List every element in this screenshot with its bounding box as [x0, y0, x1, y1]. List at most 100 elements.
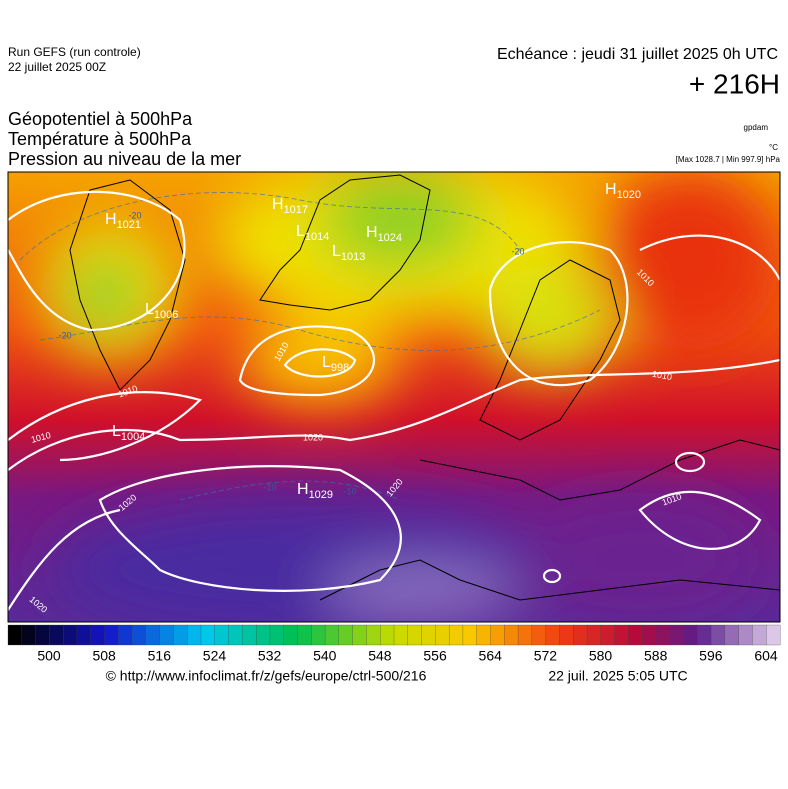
center-value: 1021 — [117, 219, 141, 231]
colorbar-tick-label: 540 — [313, 648, 337, 664]
colorbar-swatch — [62, 624, 78, 646]
isobar-label: 1010 — [651, 369, 672, 382]
colorbar-swatch — [559, 624, 574, 646]
colorbar-swatch — [407, 624, 423, 646]
colorbar-swatch — [21, 624, 37, 646]
colorbar-tick-label: 516 — [148, 648, 172, 664]
center-letter: H — [366, 224, 378, 241]
colorbar-tick-label: 524 — [203, 648, 227, 664]
colorbar-tick-label: 556 — [423, 648, 447, 664]
colorbar-swatch — [242, 624, 257, 646]
center-letter: L — [332, 243, 341, 260]
temperature-label: -20 — [58, 330, 71, 340]
title-pressure: Pression au niveau de la mer — [8, 149, 241, 169]
colorbar-swatch — [173, 624, 188, 646]
center-value: 1004 — [121, 431, 145, 443]
center-value: 1020 — [617, 189, 641, 201]
unit-temperature: °C — [769, 143, 778, 152]
colorbar-tick-label: 508 — [92, 648, 116, 664]
source-url: © http://www.infoclimat.fr/z/gefs/europe… — [106, 668, 427, 684]
colorbar-tick-label: 580 — [589, 648, 613, 664]
colorbar-swatch — [380, 624, 395, 646]
colorbar-swatch — [311, 624, 326, 646]
colorbar-swatch — [448, 624, 464, 646]
title-geopotential: Géopotentiel à 500hPa — [8, 109, 193, 129]
colorbar-swatch — [49, 624, 64, 646]
colorbar-swatch — [421, 624, 436, 646]
pressure-center: H1021 — [105, 211, 141, 231]
center-value: 998 — [331, 362, 349, 374]
title-temperature: Température à 500hPa — [8, 129, 192, 149]
colorbar-tick-label: 548 — [368, 648, 392, 664]
center-value: 1029 — [309, 489, 333, 501]
temperature-label: -20 — [511, 246, 524, 256]
run-label: Run GEFS (run controle) — [8, 45, 141, 59]
colorbar-tick-label: 596 — [699, 648, 723, 664]
colorbar-swatch — [655, 624, 671, 646]
center-value: 1024 — [378, 232, 402, 244]
colorbar-swatch — [90, 624, 105, 646]
colorbar-swatch — [517, 624, 533, 646]
colorbar-swatch — [504, 624, 519, 646]
colorbar-swatch — [7, 624, 23, 646]
colorbar-swatch — [76, 624, 92, 646]
colorbar-tick-label: 500 — [37, 648, 61, 664]
pressure-center: L998 — [322, 354, 349, 374]
colorbar-swatch — [641, 624, 657, 646]
colorbar-tick-label: 588 — [644, 648, 668, 664]
center-letter: L — [145, 301, 154, 318]
colorbar-swatch — [476, 624, 491, 646]
pressure-center: L1013 — [332, 243, 365, 263]
pressure-center: H1017 — [272, 196, 308, 216]
isobar-label: 1020 — [303, 432, 323, 442]
pressure-center: H1029 — [297, 481, 333, 501]
colorbar-swatch — [600, 624, 616, 646]
colorbar-tick-label: 564 — [479, 648, 503, 664]
colorbar-swatch — [586, 624, 602, 646]
colorbar-swatch — [35, 624, 50, 646]
colorbar-swatch — [324, 624, 340, 646]
colorbar-swatch — [531, 624, 547, 646]
colorbar-swatch — [269, 624, 285, 646]
pressure-center: L1006 — [145, 301, 178, 321]
colorbar-swatch — [255, 624, 271, 646]
colorbar-swatch — [462, 624, 478, 646]
colorbar-swatch — [490, 624, 505, 646]
colorbar-tick-label: 572 — [534, 648, 558, 664]
map-frame — [7, 171, 781, 623]
center-value: 1006 — [154, 309, 178, 321]
colorbar-swatch — [200, 624, 216, 646]
center-letter: H — [297, 481, 309, 498]
colorbar-tick-label: 604 — [754, 648, 778, 664]
pressure-center: H1024 — [366, 224, 402, 244]
colorbar-swatch — [283, 624, 298, 646]
center-value: 1017 — [284, 204, 308, 216]
colorbar-swatch — [752, 624, 767, 646]
center-letter: L — [112, 423, 121, 440]
colorbar-swatch — [338, 624, 354, 646]
colorbar-swatch — [614, 624, 629, 646]
colorbar-tick-label: 532 — [258, 648, 282, 664]
unit-pressure: [Max 1028.7 | Min 997.9] hPa — [676, 155, 781, 164]
center-letter: H — [105, 211, 117, 228]
pressure-center: H1020 — [605, 181, 641, 201]
center-value: 1014 — [305, 231, 329, 243]
colorbar-swatch — [366, 624, 381, 646]
colorbar-swatch — [187, 624, 202, 646]
colorbar-swatch — [573, 624, 588, 646]
center-letter: L — [322, 354, 331, 371]
pressure-center: L1004 — [112, 423, 145, 443]
colorbar-swatch — [159, 624, 174, 646]
colorbar-swatch — [628, 624, 643, 646]
map — [8, 172, 780, 622]
colorbar-swatch — [104, 624, 119, 646]
colorbar-swatch — [710, 624, 726, 646]
colorbar-swatch — [118, 624, 133, 646]
center-letter: H — [272, 196, 284, 213]
center-letter: H — [605, 181, 617, 198]
colorbar-swatch — [297, 624, 312, 646]
colorbar-swatch — [545, 624, 560, 646]
colorbar-swatch — [697, 624, 712, 646]
colorbar-swatch — [352, 624, 367, 646]
